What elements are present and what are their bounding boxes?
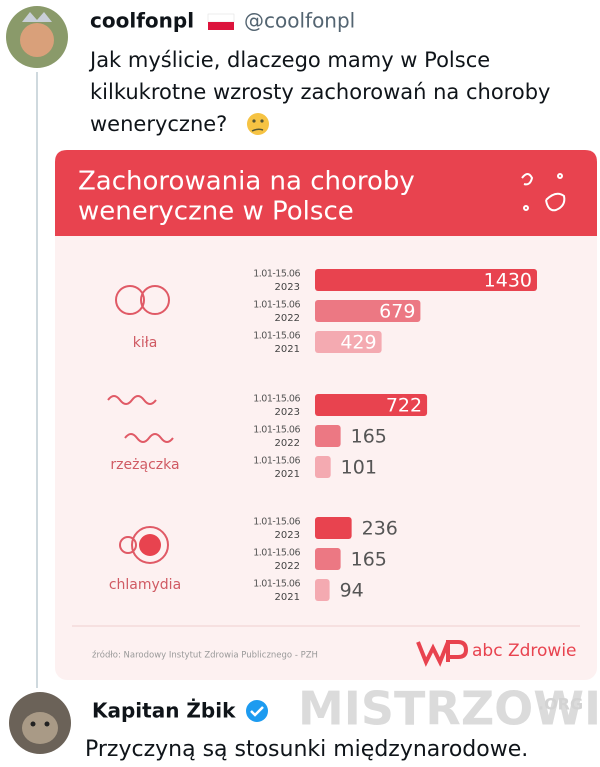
period-label: 1.01-15.06: [253, 300, 300, 311]
bar: [315, 300, 421, 322]
bar: [315, 456, 331, 478]
category-label: chlamydia: [109, 577, 181, 593]
bar: [315, 269, 537, 291]
value-label: 679: [379, 301, 415, 323]
year-label: 2023: [275, 530, 300, 541]
icon-kila: [115, 285, 170, 315]
year-label: 2022: [275, 313, 300, 324]
flag: [207, 13, 235, 30]
value-label: 722: [386, 395, 422, 417]
thinking-emoji: [247, 113, 269, 135]
year-label: 2023: [275, 407, 300, 418]
value-label: 101: [341, 457, 377, 479]
brand-logo: [416, 640, 469, 667]
year-label: 2021: [275, 469, 300, 480]
tweet-text: kilkukrotne wzrosty zachorowań na chorob…: [90, 80, 550, 104]
bar: [315, 425, 341, 447]
reply-text: Przyczyną są stosunki międzynarodowe.: [85, 737, 528, 762]
brand: abc Zdrowie: [472, 641, 577, 661]
period-label: 1.01-15.06: [253, 456, 300, 467]
value-label: 165: [351, 426, 387, 448]
chart-title: weneryczne w Polsce: [78, 197, 354, 227]
category-label: kiła: [133, 335, 158, 351]
avatar-face: [20, 23, 54, 57]
period-label: 1.01-15.06: [253, 331, 300, 342]
bar: [315, 579, 330, 601]
user-name[interactable]: coolfonpl: [90, 9, 194, 33]
infographic-header: [55, 150, 597, 236]
period-label: 1.01-15.06: [253, 548, 300, 559]
year-label: 2022: [275, 561, 300, 572]
bar: [315, 394, 428, 416]
value-label: 236: [362, 518, 398, 540]
icon-rzezaczka: [107, 395, 174, 443]
user-handle[interactable]: @coolfonpl: [244, 9, 355, 33]
period-label: 1.01-15.06: [253, 394, 300, 405]
bar: [315, 517, 352, 539]
year-label: 2022: [275, 438, 300, 449]
reply-user-name[interactable]: Kapitan Żbik: [92, 699, 236, 723]
bar: [315, 331, 382, 353]
period-label: 1.01-15.06: [253, 579, 300, 590]
value-label: 94: [340, 580, 364, 602]
chart-title: Zachorowania na choroby: [78, 167, 415, 197]
period-label: 1.01-15.06: [253, 517, 300, 528]
period-label: 1.01-15.06: [253, 425, 300, 436]
year-label: 2023: [275, 282, 300, 293]
watermark-suffix: .ORG: [538, 695, 583, 714]
tweet-text: weneryczne?: [90, 112, 227, 136]
reply-avatar-cat: [22, 712, 58, 744]
value-label: 165: [351, 549, 387, 571]
category-label: rzeżączka: [110, 457, 179, 473]
icon-chlamydia: [119, 526, 169, 564]
watermark: MISTRZOWIE: [298, 682, 600, 736]
bacteria-icon: [521, 173, 566, 212]
avatar-crown: [22, 12, 52, 22]
period-label: 1.01-15.06: [253, 269, 300, 280]
bar: [315, 548, 341, 570]
value-label: 429: [340, 332, 376, 354]
year-label: 2021: [275, 592, 300, 603]
verified-badge: [246, 700, 268, 722]
year-label: 2021: [275, 344, 300, 355]
source: źródło: Narodowy Instytut Zdrowia Public…: [92, 650, 318, 661]
tweet-text: Jak myślicie, dlaczego mamy w Polsce: [88, 48, 490, 72]
value-label: 1430: [484, 270, 532, 292]
